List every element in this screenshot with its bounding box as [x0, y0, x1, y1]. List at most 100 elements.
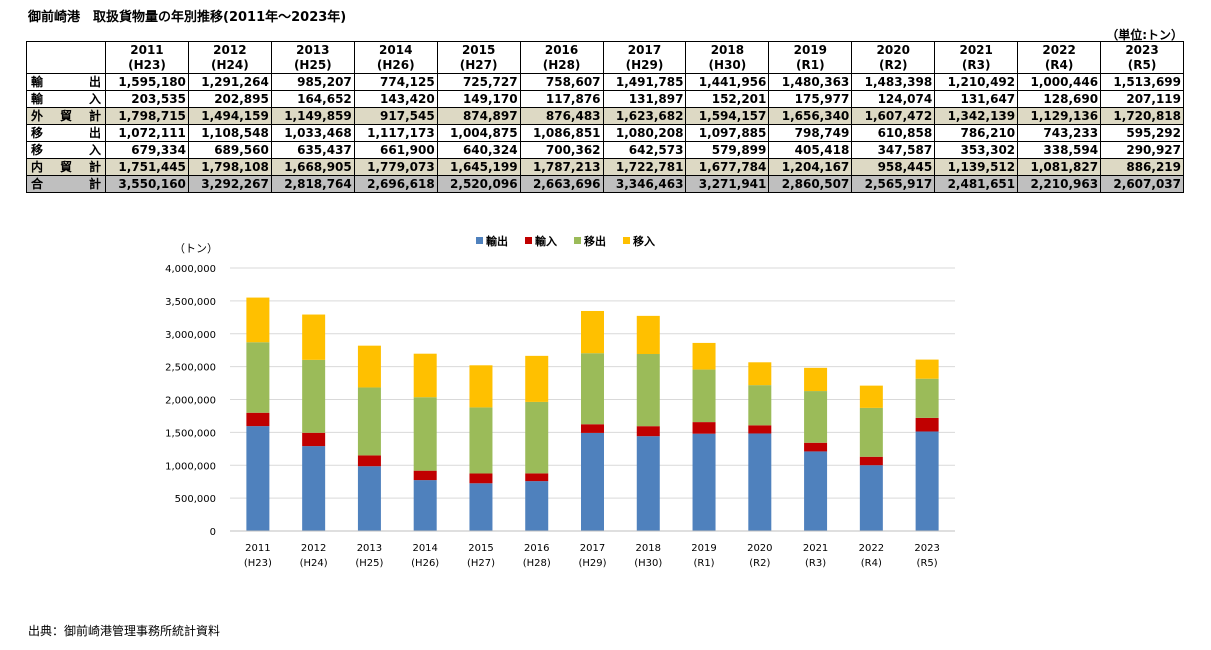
table-cell: 1,645,199: [436, 158, 521, 176]
x-tick-label: 2013: [357, 543, 382, 554]
table-cell: 1,204,167: [768, 158, 853, 176]
table-cell: 1,595,180: [105, 73, 189, 91]
table-cell: 164,652: [270, 90, 355, 108]
column-year: 2012: [213, 42, 247, 57]
table-cell: 143,420: [353, 90, 438, 108]
table-cell: 700,362: [519, 141, 604, 159]
bar-segment: [413, 480, 437, 531]
column-era: (R3): [961, 57, 991, 72]
legend-swatch: [574, 237, 581, 244]
table-row: 内貿計 1,751,445 1,798,108 1,668,905 1,779,073 1…: [26, 158, 1184, 176]
y-tick-label: 2,000,000: [165, 396, 216, 407]
x-tick-sublabel: (H24): [300, 558, 328, 569]
table-cell: 1,149,859: [270, 107, 355, 125]
table-cell: 774,125: [353, 73, 438, 91]
column-header-2019: 2019 (R1): [768, 41, 853, 74]
x-tick-label: 2014: [412, 543, 437, 554]
table-cell: 405,418: [768, 141, 853, 159]
bar-segment: [859, 465, 883, 531]
table-cell: 149,170: [436, 90, 521, 108]
table-header-row: 2011 (H23) 2012 (H24) 2013 (H25) 2014 (H26) 2015…: [26, 41, 1184, 74]
x-tick-label: 2015: [468, 543, 493, 554]
table-cell: 124,074: [851, 90, 936, 108]
table-cell: 874,897: [436, 107, 521, 125]
table-cell: 2,663,696: [519, 175, 604, 193]
table-cell: 3,346,463: [602, 175, 687, 193]
bar-segment: [804, 451, 828, 531]
table-cell: 1,623,682: [602, 107, 687, 125]
column-header-2013: 2013 (H25): [270, 41, 355, 74]
table-cell: 203,535: [105, 90, 189, 108]
bar-segment: [581, 310, 604, 354]
column-header-2012: 2012 (H24): [187, 41, 272, 74]
y-tick-label: 3,500,000: [165, 297, 216, 308]
x-tick-sublabel: (R3): [805, 558, 826, 569]
table-cell: 1,656,340: [768, 107, 853, 125]
table-cell: 347,587: [851, 141, 936, 159]
bar-segment: [636, 436, 660, 531]
table-cell: 642,573: [602, 141, 687, 159]
table-cell: 2,210,963: [1017, 175, 1102, 193]
table-cell: 1,004,875: [436, 124, 521, 142]
table-cell: 679,334: [105, 141, 189, 159]
table-cell: 876,483: [519, 107, 604, 125]
table-cell: 579,899: [685, 141, 770, 159]
y-tick-label: 1,500,000: [165, 428, 216, 439]
legend-swatch: [623, 237, 630, 244]
column-header-2011: 2011 (H23): [105, 41, 189, 74]
row-label: 輸出: [26, 73, 106, 91]
bar-segment: [246, 412, 270, 427]
table-corner: [26, 41, 106, 74]
column-era: (R5): [1127, 57, 1157, 72]
column-year: 2016: [544, 42, 579, 57]
table-cell: 595,292: [1100, 124, 1184, 142]
x-tick-sublabel: (H30): [634, 558, 662, 569]
x-tick-label: 2018: [636, 543, 661, 554]
column-header-2016: 2016 (H28): [519, 41, 604, 74]
table-cell: 1,129,136: [1017, 107, 1102, 125]
table-cell: 2,860,507: [768, 175, 853, 193]
bar-segment: [748, 425, 772, 434]
table-cell: 2,520,096: [436, 175, 521, 193]
source-note: 出典：御前崎港管理事務所統計資料: [28, 624, 221, 638]
table-cell: 2,696,618: [353, 175, 438, 193]
bar-segment: [469, 483, 493, 531]
bar-segment: [525, 473, 549, 482]
bar-segment: [692, 369, 716, 423]
bar-segment: [246, 342, 270, 413]
table-cell: 1,798,715: [105, 107, 189, 125]
x-tick-label: 2011: [245, 543, 270, 554]
table-cell: 1,086,851: [519, 124, 604, 142]
table-cell: 1,483,398: [851, 73, 936, 91]
y-tick-label: 1,000,000: [165, 461, 216, 472]
legend-label: 移出: [584, 234, 606, 248]
row-label: 移出: [26, 124, 106, 142]
column-era: (R4): [1044, 57, 1074, 72]
x-tick-label: 2020: [747, 543, 772, 554]
table-cell: 207,119: [1100, 90, 1184, 108]
table-cell: 1,480,363: [768, 73, 853, 91]
column-year: 2021: [959, 42, 993, 57]
table-cell: 3,292,267: [187, 175, 272, 193]
table-cell: 610,858: [851, 124, 936, 142]
x-tick-sublabel: (R2): [749, 558, 770, 569]
table-cell: 1,491,785: [602, 73, 687, 91]
x-tick-sublabel: (H26): [411, 558, 439, 569]
table-cell: 152,201: [685, 90, 770, 108]
x-tick-sublabel: (R1): [693, 558, 714, 569]
bar-segment: [413, 397, 437, 471]
table-cell: 117,876: [519, 90, 604, 108]
table-cell: 2,481,651: [934, 175, 1019, 193]
x-tick-sublabel: (H23): [244, 558, 272, 569]
column-year: 2018: [710, 42, 745, 57]
table-cell: 1,668,905: [270, 158, 355, 176]
bar-segment: [525, 401, 549, 474]
bar-segment: [748, 385, 772, 426]
bar-segment: [636, 426, 660, 437]
bar-segment: [692, 433, 716, 531]
table-row: 輸入 203,535 202,895 164,652 143,420 149,170 117…: [26, 90, 1184, 108]
bar-segment: [915, 417, 939, 432]
column-era: (H26): [376, 57, 415, 72]
table-cell: 1,210,492: [934, 73, 1019, 91]
column-header-2023: 2023 (R5): [1100, 41, 1184, 74]
